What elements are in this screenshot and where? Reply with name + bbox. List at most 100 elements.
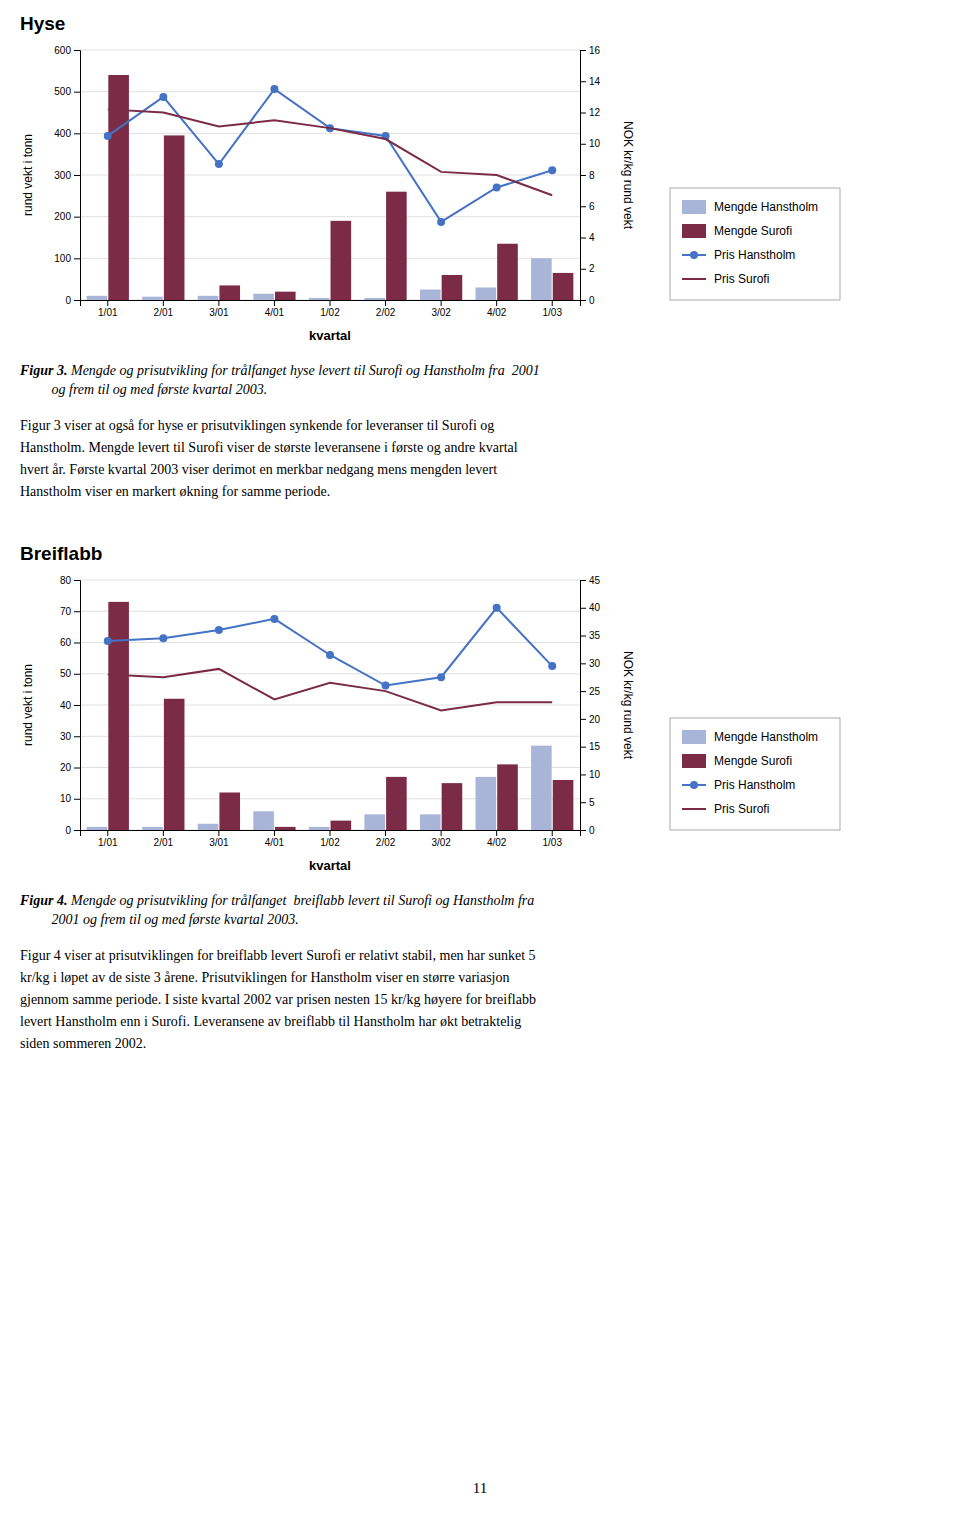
- bar: [142, 827, 163, 830]
- tick-mark: [580, 175, 586, 176]
- tick: 20: [580, 714, 601, 725]
- tick-mark: [441, 300, 442, 306]
- tick-mark: [74, 175, 80, 176]
- legend-item: Mengde Hanstholm: [682, 200, 818, 214]
- tick: 1/01: [98, 830, 118, 848]
- tick: 25: [580, 686, 601, 697]
- caption: Figur 3. Mengde og prisutvikling for trå…: [19, 363, 540, 397]
- grid-line: [80, 580, 580, 581]
- marker: [437, 218, 445, 226]
- tick-label: 4/02: [487, 307, 507, 318]
- tick: 400: [54, 128, 80, 139]
- grid-line: [80, 705, 580, 706]
- tick-mark: [74, 217, 80, 218]
- tick-label: 1/01: [98, 307, 118, 318]
- grid-line: [80, 611, 580, 612]
- body-text: siden sommeren 2002.: [20, 1036, 146, 1051]
- tick-label: 45: [589, 575, 601, 586]
- axis-line: [81, 301, 581, 307]
- marker: [215, 160, 223, 168]
- marker: [215, 626, 223, 634]
- tick-mark: [580, 269, 586, 270]
- tick: 10: [580, 138, 601, 149]
- line-series: [108, 669, 552, 711]
- tick-label: 4/02: [487, 837, 507, 848]
- caption-text: Mengde og prisutvikling for trålfanget h…: [67, 363, 539, 378]
- marks: [87, 75, 574, 300]
- tick-label: 100: [54, 253, 71, 264]
- tick-label: 12: [589, 107, 601, 118]
- tick-label: 1/03: [542, 837, 562, 848]
- marker: [270, 615, 278, 623]
- tick-mark: [74, 674, 80, 675]
- tick-mark: [580, 691, 586, 692]
- tick: 40: [580, 602, 601, 613]
- chart: Hyse1/012/013/014/011/022/023/024/021/03…: [19, 13, 840, 499]
- grid: [80, 50, 580, 300]
- tick-mark: [274, 300, 275, 306]
- tick-mark: [580, 113, 586, 114]
- tick-mark: [74, 611, 80, 612]
- tick-label: 0: [65, 295, 71, 306]
- tick: 6: [580, 201, 595, 212]
- grid-line: [80, 50, 580, 51]
- tick-label: 3/02: [431, 307, 451, 318]
- chart-title: Hyse: [20, 13, 65, 34]
- tick-label: 2/02: [376, 837, 396, 848]
- tick: 2/01: [154, 830, 174, 848]
- tick-mark: [496, 830, 497, 836]
- tick: 14: [580, 76, 601, 87]
- tick: 0: [580, 295, 595, 306]
- tick: 4/01: [265, 830, 285, 848]
- tick-label: 50: [60, 668, 72, 679]
- legend-item: Mengde Surofi: [682, 224, 792, 238]
- tick-label: 14: [589, 76, 601, 87]
- bar: [386, 777, 407, 830]
- legend-frame: [670, 188, 840, 300]
- tick-label: 20: [60, 762, 72, 773]
- page: Hyse1/012/013/014/011/022/023/024/021/03…: [0, 0, 960, 1515]
- tick-mark: [580, 747, 586, 748]
- legend-label: Mengde Surofi: [714, 224, 792, 238]
- tick-label: 0: [589, 295, 595, 306]
- bar: [553, 273, 574, 300]
- tick-mark: [552, 830, 553, 836]
- tick: 80: [60, 575, 80, 586]
- line: [108, 669, 552, 711]
- tick: 300: [54, 170, 80, 181]
- grid: [80, 580, 580, 830]
- tick-label: 30: [60, 731, 72, 742]
- tick-mark: [580, 50, 586, 51]
- tick: 8: [580, 170, 595, 181]
- tick-mark: [74, 643, 80, 644]
- page-number: 11: [473, 1480, 487, 1496]
- bar-series: [87, 746, 552, 830]
- chart: Breiflabb1/012/013/014/011/022/023/024/0…: [19, 543, 840, 1051]
- tick: 20: [60, 762, 80, 773]
- tick-label: 30: [589, 658, 601, 669]
- chart-title: Breiflabb: [20, 543, 102, 564]
- x-axis-title: kvartal: [309, 858, 351, 873]
- tick-mark: [74, 768, 80, 769]
- tick-mark: [580, 206, 586, 207]
- bar: [164, 135, 185, 300]
- tick: 30: [580, 658, 601, 669]
- tick-mark: [74, 258, 80, 259]
- tick-label: 2: [589, 263, 595, 274]
- bar: [442, 275, 463, 300]
- tick-mark: [580, 300, 586, 301]
- tick: 2/02: [376, 300, 396, 318]
- tick-mark: [163, 830, 164, 836]
- legend-item: Pris Hanstholm: [682, 248, 795, 262]
- line-series: [108, 109, 552, 195]
- tick-label: 4: [589, 232, 595, 243]
- bar: [87, 296, 108, 300]
- tick: 15: [580, 741, 601, 752]
- caption-label: Figur 4.: [19, 893, 67, 908]
- tick: 100: [54, 253, 80, 264]
- tick-mark: [552, 300, 553, 306]
- legend-item: Mengde Surofi: [682, 754, 792, 768]
- tick: 12: [580, 107, 601, 118]
- bar: [309, 298, 330, 300]
- bar-series: [87, 258, 552, 300]
